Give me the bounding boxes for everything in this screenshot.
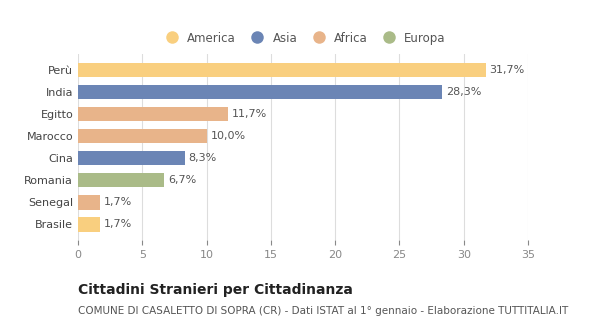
Text: 6,7%: 6,7% [168, 175, 196, 185]
Text: 10,0%: 10,0% [211, 131, 245, 141]
Bar [78, 85, 442, 99]
Text: Cittadini Stranieri per Cittadinanza: Cittadini Stranieri per Cittadinanza [78, 283, 353, 297]
Bar [78, 107, 229, 121]
Text: 1,7%: 1,7% [104, 220, 132, 229]
Text: 31,7%: 31,7% [490, 65, 524, 75]
Bar [78, 217, 100, 232]
Bar [78, 151, 185, 165]
Text: 1,7%: 1,7% [104, 197, 132, 207]
Text: COMUNE DI CASALETTO DI SOPRA (CR) - Dati ISTAT al 1° gennaio - Elaborazione TUTT: COMUNE DI CASALETTO DI SOPRA (CR) - Dati… [78, 306, 568, 316]
Bar [78, 173, 164, 188]
Text: 8,3%: 8,3% [188, 153, 217, 163]
Bar [78, 129, 206, 143]
Bar [78, 63, 485, 77]
Text: 28,3%: 28,3% [446, 87, 481, 97]
Legend: America, Asia, Africa, Europa: America, Asia, Africa, Europa [155, 27, 451, 49]
Bar [78, 195, 100, 210]
Text: 11,7%: 11,7% [232, 109, 268, 119]
